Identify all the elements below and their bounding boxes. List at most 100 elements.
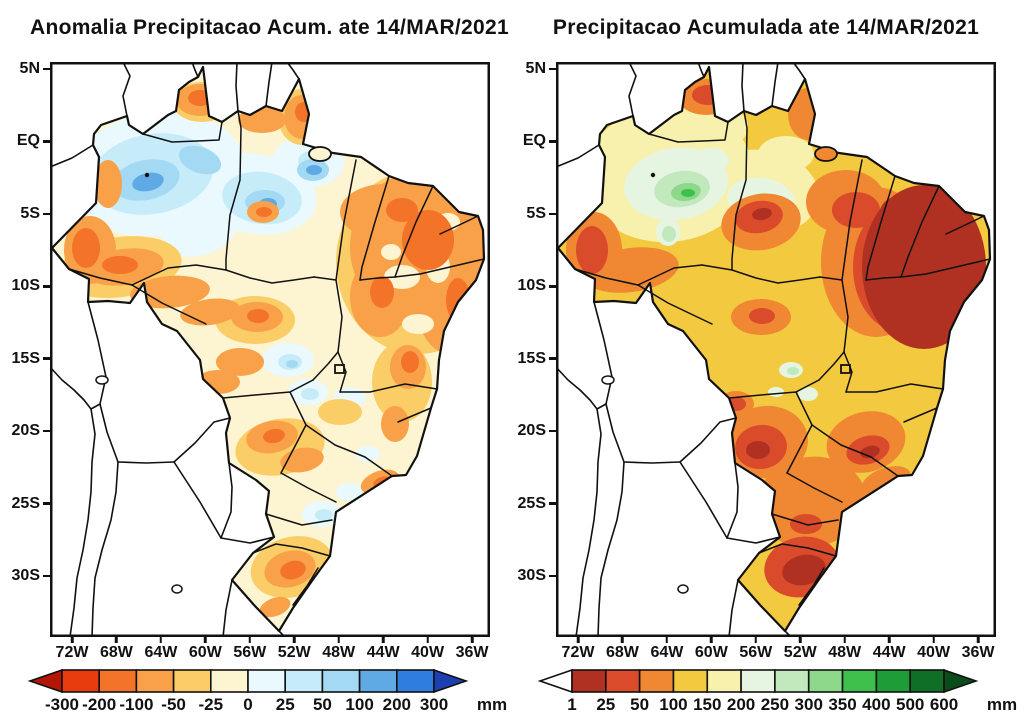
lon-tick-mark	[204, 637, 207, 643]
lat-tick-label: 10S	[518, 277, 556, 295]
lon-tick-mark	[710, 637, 713, 643]
lon-tick-label: 56W	[233, 644, 267, 661]
lat-tick-label: 15S	[518, 350, 556, 368]
lon-tick-label: 36W	[961, 644, 995, 661]
lon-tick-label: 44W	[872, 644, 906, 661]
lon-tick-mark	[293, 637, 296, 643]
lon-tick-mark	[621, 637, 624, 643]
lon-tick-label: 48W	[828, 644, 862, 661]
accumulated-colorbar-legend: 1 25 50 100 150 200 250 300 350 400 500 600 mm	[537, 668, 1017, 714]
lon-tick-label: 56W	[739, 644, 773, 661]
svg-text:100: 100	[345, 695, 373, 714]
svg-text:0: 0	[243, 695, 252, 714]
lon-tick-label: 52W	[277, 644, 311, 661]
lat-tick-label: 5S	[526, 205, 556, 223]
lat-tick-mark	[549, 429, 556, 433]
lon-tick-label: 72W	[55, 644, 89, 661]
lat-tick-label: 5S	[20, 205, 50, 223]
lat-tick-label: 15S	[12, 350, 50, 368]
lat-tick-label: 5N	[526, 60, 556, 78]
anomaly-map-canvas	[50, 62, 490, 637]
lon-tick-mark	[159, 637, 163, 643]
anomaly-latitude-axis: 5N EQ 5S 10S 15S 20S 25S 30S	[0, 60, 50, 637]
anomaly-map-panel: Anomalia Precipitacao Acum. ate 14/MAR/2…	[12, 16, 509, 714]
svg-text:25: 25	[596, 695, 615, 714]
lat-tick-mark	[43, 357, 50, 360]
lon-tick-label: 40W	[917, 644, 951, 661]
lon-tick-mark	[799, 637, 802, 643]
lon-tick-mark	[248, 637, 252, 643]
svg-text:1: 1	[567, 695, 576, 714]
lon-tick-label: 48W	[322, 644, 356, 661]
svg-text:-300: -300	[45, 695, 79, 714]
lat-tick-mark	[43, 502, 50, 505]
lon-tick-mark	[381, 637, 385, 643]
lat-tick-label: 10S	[12, 277, 50, 295]
svg-text:50: 50	[313, 695, 332, 714]
lon-tick-mark	[665, 637, 669, 643]
accumulated-map-panel: Precipitacao Acumulada ate 14/MAR/2021 5…	[512, 0, 1024, 720]
svg-text:350: 350	[828, 695, 856, 714]
lon-tick-mark	[843, 637, 846, 643]
lat-tick-label: 25S	[518, 495, 556, 513]
lon-tick-mark	[70, 637, 74, 643]
lon-tick-mark	[337, 637, 340, 643]
svg-text:-50: -50	[161, 695, 186, 714]
lon-tick-mark	[426, 637, 429, 643]
lat-tick-mark	[43, 429, 50, 433]
anomaly-colorbar-legend: -300 -200 -100 -50 -25 0 25 50 100 200 300 mm	[27, 668, 507, 714]
lon-tick-label: 60W	[188, 644, 222, 661]
anomaly-map-frame: 5N EQ 5S 10S 15S 20S 25S 30S 72W 68W 64W 60W 56W 52W…	[12, 60, 490, 661]
svg-text:-100: -100	[119, 695, 153, 714]
accumulated-map-canvas	[556, 62, 996, 637]
lat-tick-label: 5N	[20, 60, 50, 78]
lon-tick-mark	[115, 637, 118, 643]
colorbar-unit-label: mm	[477, 695, 507, 714]
lon-tick-label: 44W	[366, 644, 400, 661]
svg-text:50: 50	[630, 695, 649, 714]
lat-tick-label: 20S	[12, 422, 50, 440]
lat-tick-mark	[549, 357, 556, 360]
svg-text:500: 500	[896, 695, 924, 714]
svg-text:400: 400	[862, 695, 890, 714]
svg-text:300: 300	[420, 695, 448, 714]
svg-text:25: 25	[276, 695, 295, 714]
svg-text:300: 300	[795, 695, 823, 714]
svg-text:150: 150	[693, 695, 721, 714]
accumulated-longitude-axis: 72W 68W 64W 60W 56W 52W 48W 44W 40W 36W	[556, 637, 996, 669]
accumulated-map-frame: 5N EQ 5S 10S 15S 20S 25S 30S 72W 68W 64W 60W 56W 52W…	[518, 60, 996, 661]
lon-tick-label: 52W	[783, 644, 817, 661]
lon-tick-label: 68W	[99, 644, 133, 661]
anomaly-map-title: Anomalia Precipitacao Acum. ate 14/MAR/2…	[30, 16, 509, 39]
lat-tick-mark	[549, 574, 556, 578]
lon-tick-label: 36W	[455, 644, 489, 661]
lon-tick-mark	[887, 637, 891, 643]
anomaly-longitude-axis: 72W 68W 64W 60W 56W 52W 48W 44W 40W 36W	[50, 637, 490, 669]
lat-tick-mark	[43, 67, 50, 71]
lat-tick-mark	[549, 212, 556, 216]
svg-text:200: 200	[727, 695, 755, 714]
lon-tick-mark	[470, 637, 474, 643]
lon-tick-mark	[976, 637, 980, 643]
lat-tick-label: 30S	[518, 567, 556, 585]
lon-tick-label: 60W	[694, 644, 728, 661]
svg-text:-25: -25	[199, 695, 224, 714]
lon-tick-mark	[932, 637, 935, 643]
lat-tick-mark	[43, 574, 50, 578]
lat-tick-mark	[549, 67, 556, 71]
lat-tick-label: EQ	[17, 132, 50, 150]
lat-tick-mark	[43, 212, 50, 216]
lat-tick-mark	[43, 140, 50, 143]
lon-tick-mark	[576, 637, 580, 643]
lon-tick-label: 40W	[411, 644, 445, 661]
lat-tick-label: EQ	[523, 132, 556, 150]
accumulated-map-title: Precipitacao Acumulada ate 14/MAR/2021	[552, 16, 980, 39]
svg-text:100: 100	[659, 695, 687, 714]
lat-tick-label: 30S	[12, 567, 50, 585]
colorbar-unit-label: mm	[987, 695, 1017, 714]
svg-text:200: 200	[383, 695, 411, 714]
lon-tick-label: 72W	[561, 644, 595, 661]
lat-tick-mark	[549, 140, 556, 143]
svg-text:-200: -200	[82, 695, 116, 714]
